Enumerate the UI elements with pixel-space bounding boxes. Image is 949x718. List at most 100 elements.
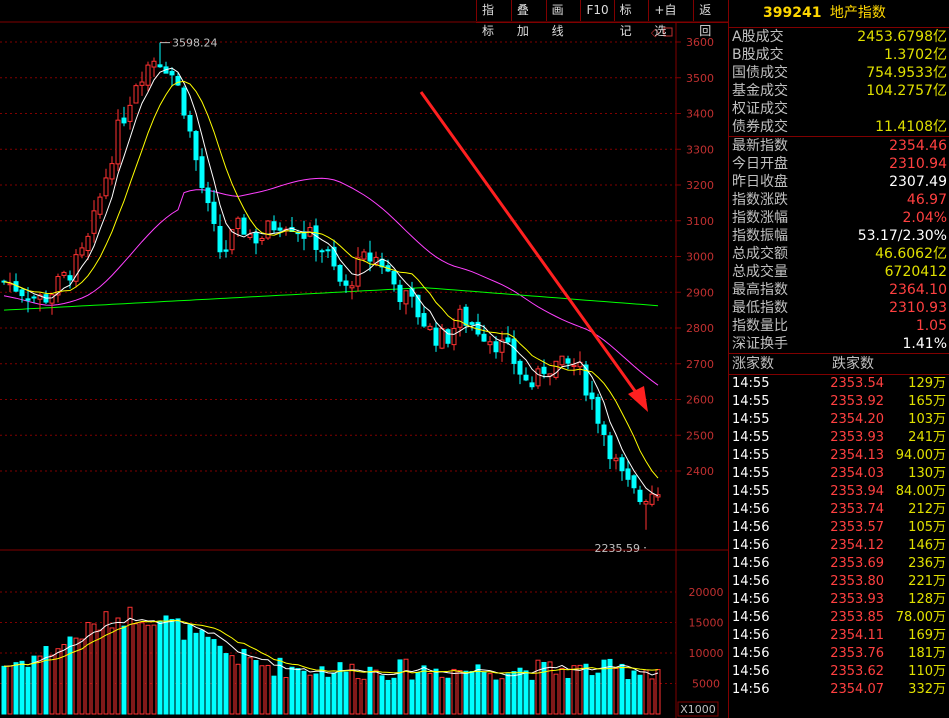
- toolbar-button[interactable]: 画线: [545, 0, 581, 38]
- volume-bar: [199, 629, 205, 715]
- tick-time: 14:56: [732, 592, 770, 607]
- tick-volume: 181万: [908, 646, 946, 661]
- tick-volume: 241万: [908, 430, 946, 445]
- candle-body: [643, 501, 649, 505]
- volume-bar: [481, 671, 487, 715]
- tick-volume: 105万: [908, 520, 946, 535]
- tick-price: 2354.13: [830, 448, 884, 463]
- toolbar-button[interactable]: F10: [580, 0, 613, 21]
- volume-bar: [217, 645, 223, 715]
- tick-price: 2353.93: [830, 592, 884, 607]
- candle-body: [457, 308, 463, 328]
- candle-body: [103, 177, 109, 197]
- volume-bar: [493, 679, 499, 715]
- tick-time: 14:56: [732, 682, 770, 697]
- tick-row: 14:55 2354.13 94.00万: [729, 447, 949, 465]
- ma5-line: [3, 67, 659, 497]
- candle-body: [85, 235, 91, 252]
- candle-body: [331, 246, 337, 267]
- candle-body: [241, 217, 247, 235]
- candle-body: [253, 232, 259, 244]
- volume-tick-label: 20000: [689, 586, 724, 599]
- volume-bar: [613, 668, 619, 715]
- tick-row: 14:56 2353.93 128万: [729, 591, 949, 609]
- candle-body: [211, 201, 217, 224]
- stat-value: 46.6062亿: [875, 246, 947, 262]
- candle-body: [337, 264, 343, 282]
- tick-price: 2353.94: [830, 484, 884, 499]
- toolbar-button[interactable]: 标记: [613, 0, 649, 38]
- candle-body: [451, 327, 457, 346]
- candle-body: [589, 392, 595, 400]
- kline-chart[interactable]: 3600 3500 3400 3300 3200 3100 3000 2900 2800 2700…: [0, 0, 728, 718]
- stat-value: 2.04%: [902, 210, 947, 226]
- tick-price: 2353.92: [830, 394, 884, 409]
- candle-body: [151, 60, 157, 68]
- tick-header-down: 跌家数: [832, 356, 874, 372]
- stat-value: 1.05: [915, 318, 947, 334]
- tick-row: 14:56 2354.07 332万: [729, 681, 949, 699]
- volume-bar: [31, 655, 37, 715]
- volume-bar: [571, 665, 577, 715]
- candle-body: [487, 341, 493, 346]
- volume-bar: [19, 660, 25, 715]
- volume-bar: [631, 670, 637, 715]
- volume-bar: [349, 663, 355, 715]
- candle-body: [67, 275, 73, 281]
- volume-value: 104.2757亿: [866, 83, 947, 99]
- price-tick-label: 2600: [686, 394, 714, 407]
- candle-body: [619, 457, 625, 472]
- volume-bar: [373, 669, 379, 715]
- candle-body: [319, 250, 325, 253]
- volume-bar: [601, 659, 607, 715]
- candle-body: [601, 424, 607, 436]
- volume-bar: [157, 620, 163, 715]
- kline-chart-area[interactable]: 3600 3500 3400 3300 3200 3100 3000 2900 2800 2700…: [0, 0, 728, 718]
- volume-bar: [559, 667, 565, 715]
- toolbar-button[interactable]: 叠加: [510, 0, 546, 38]
- tick-row: 14:56 2353.85 78.00万: [729, 609, 949, 627]
- candle-body: [625, 468, 631, 480]
- volume-label: B股成交: [732, 47, 784, 63]
- volume-bar: [223, 653, 229, 715]
- tick-row: 14:56 2353.74 212万: [729, 501, 949, 519]
- volume-bar: [649, 678, 655, 715]
- toolbar-button[interactable]: 返回: [693, 0, 728, 38]
- volume-bar: [319, 666, 325, 715]
- candle-body: [175, 76, 181, 86]
- stat-label: 最低指数: [732, 300, 788, 316]
- tick-time: 14:55: [732, 394, 770, 409]
- stat-label: 深证换手: [732, 336, 788, 352]
- toolbar-button[interactable]: +自选: [648, 0, 693, 38]
- volume-bar: [421, 665, 427, 715]
- stat-label: 指数涨跌: [732, 192, 788, 208]
- tick-volume: 212万: [908, 502, 946, 517]
- candle-body: [235, 217, 241, 229]
- volume-bar: [205, 636, 211, 715]
- stat-row: 今日开盘 2310.94: [729, 155, 949, 173]
- stat-row: 深证换手 1.41%: [729, 335, 949, 353]
- candle-body: [325, 249, 331, 252]
- candle-body: [259, 238, 265, 242]
- tick-volume: 94.00万: [895, 448, 946, 463]
- candle-body: [649, 493, 655, 505]
- tick-time: 14:56: [732, 628, 770, 643]
- candle-body: [109, 163, 115, 180]
- candle-body: [607, 435, 613, 460]
- candle-body: [223, 249, 229, 252]
- volume-bar: [487, 673, 493, 715]
- stat-row: 指数涨幅 2.04%: [729, 209, 949, 227]
- candle-body: [91, 210, 97, 234]
- volume-bar: [475, 664, 481, 715]
- tick-row: 14:56 2353.76 181万: [729, 645, 949, 663]
- volume-bar: [565, 677, 571, 715]
- volume-bar: [547, 661, 553, 715]
- ma60-line: [3, 177, 659, 386]
- tick-header: 涨家数 跌家数: [729, 354, 949, 374]
- tick-row: 14:55 2354.20 103万: [729, 411, 949, 429]
- candle-body: [493, 341, 499, 353]
- toolbar-button[interactable]: 指标: [476, 0, 511, 38]
- stat-label: 今日开盘: [732, 156, 788, 172]
- square-icon: [663, 27, 673, 37]
- price-tick-label: 3500: [686, 72, 714, 85]
